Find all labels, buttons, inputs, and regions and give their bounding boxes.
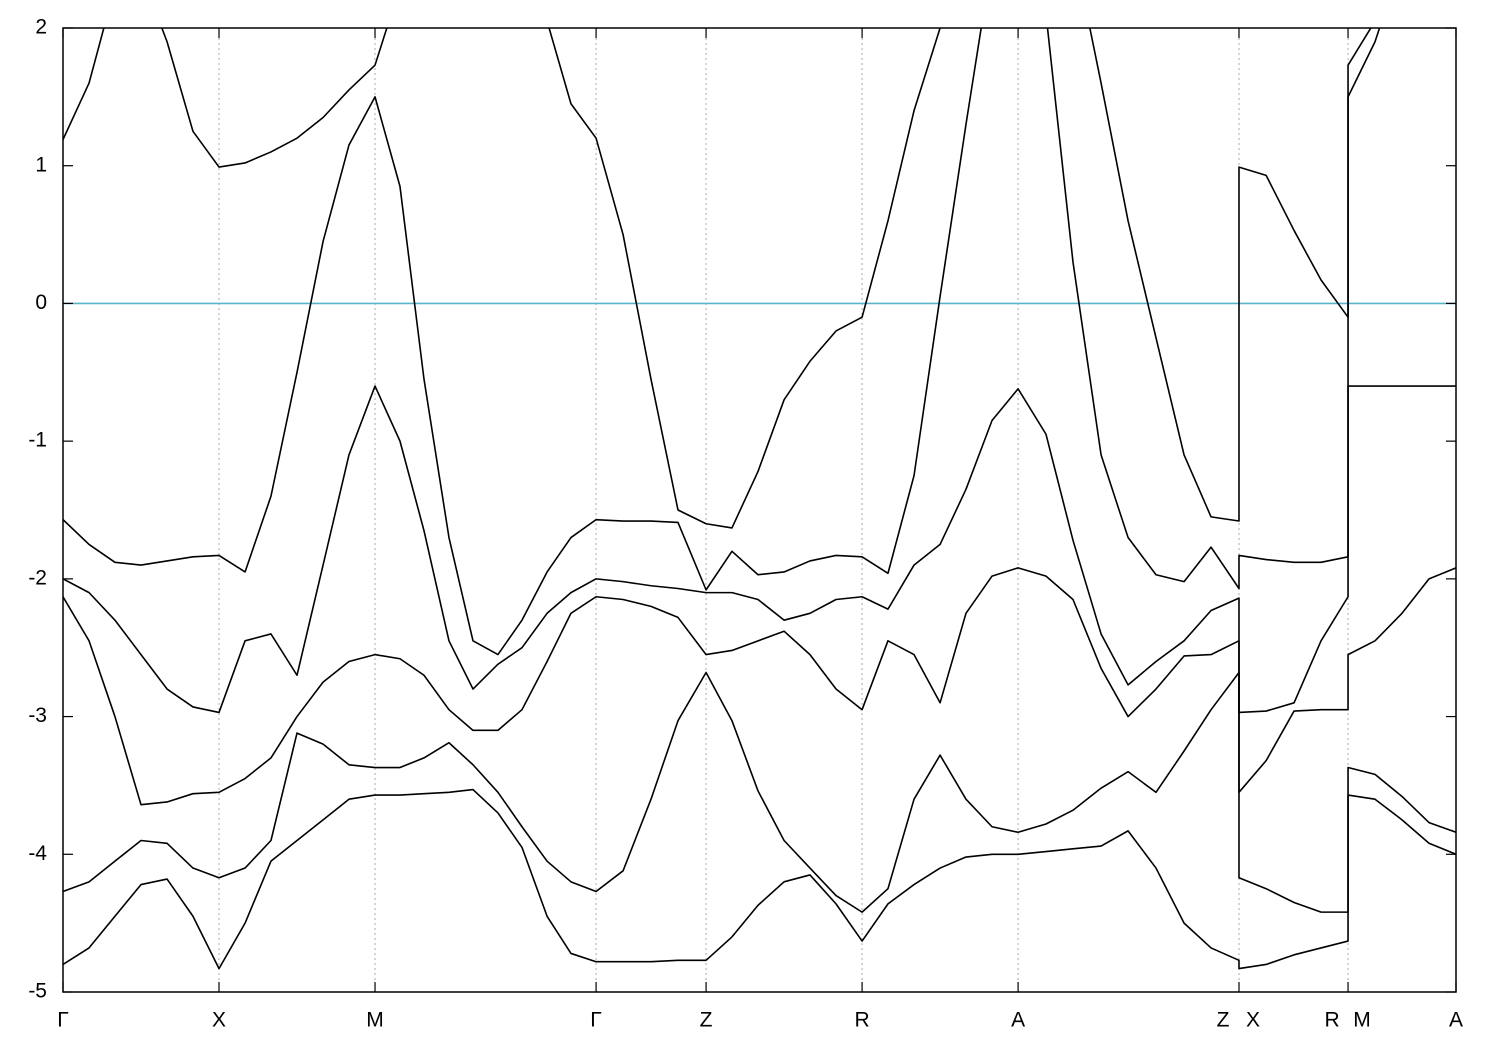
x-tick-label: Z xyxy=(1217,1009,1230,1032)
band-line xyxy=(63,28,1381,656)
band-line xyxy=(63,788,1456,970)
axes-layer: 210-1-2-3-4-5Γ X M Γ Z R A Z X R M A xyxy=(28,16,1463,1032)
x-tick-label: R xyxy=(1324,1009,1339,1032)
y-tick-label: -1 xyxy=(28,429,47,452)
x-tick-label: Γ xyxy=(57,1009,69,1032)
x-tick-label: M xyxy=(1353,1009,1371,1032)
bands-layer xyxy=(63,28,1456,970)
y-tick-label: -4 xyxy=(28,842,47,865)
y-tick-label: -2 xyxy=(28,566,47,589)
band-line xyxy=(63,671,1456,913)
band-line xyxy=(63,567,1456,806)
x-tick-label: A xyxy=(1011,1009,1025,1032)
band-line xyxy=(63,28,1372,529)
plot-frame xyxy=(62,27,1457,993)
x-tick-label: A xyxy=(1449,1009,1463,1032)
x-tick-label: Γ xyxy=(590,1009,602,1032)
x-tick-label: X xyxy=(1246,1009,1260,1032)
y-tick-label: 2 xyxy=(35,16,47,39)
y-tick-label: 1 xyxy=(35,153,47,176)
y-tick-label: -5 xyxy=(28,980,47,1003)
y-tick-label: -3 xyxy=(28,704,47,727)
x-tick-label: X xyxy=(212,1009,226,1032)
x-tick-label: R xyxy=(854,1009,869,1032)
x-tick-label: M xyxy=(366,1009,384,1032)
y-tick-label: 0 xyxy=(35,291,47,314)
x-tick-label: Z xyxy=(700,1009,713,1032)
band-line xyxy=(63,385,1456,714)
